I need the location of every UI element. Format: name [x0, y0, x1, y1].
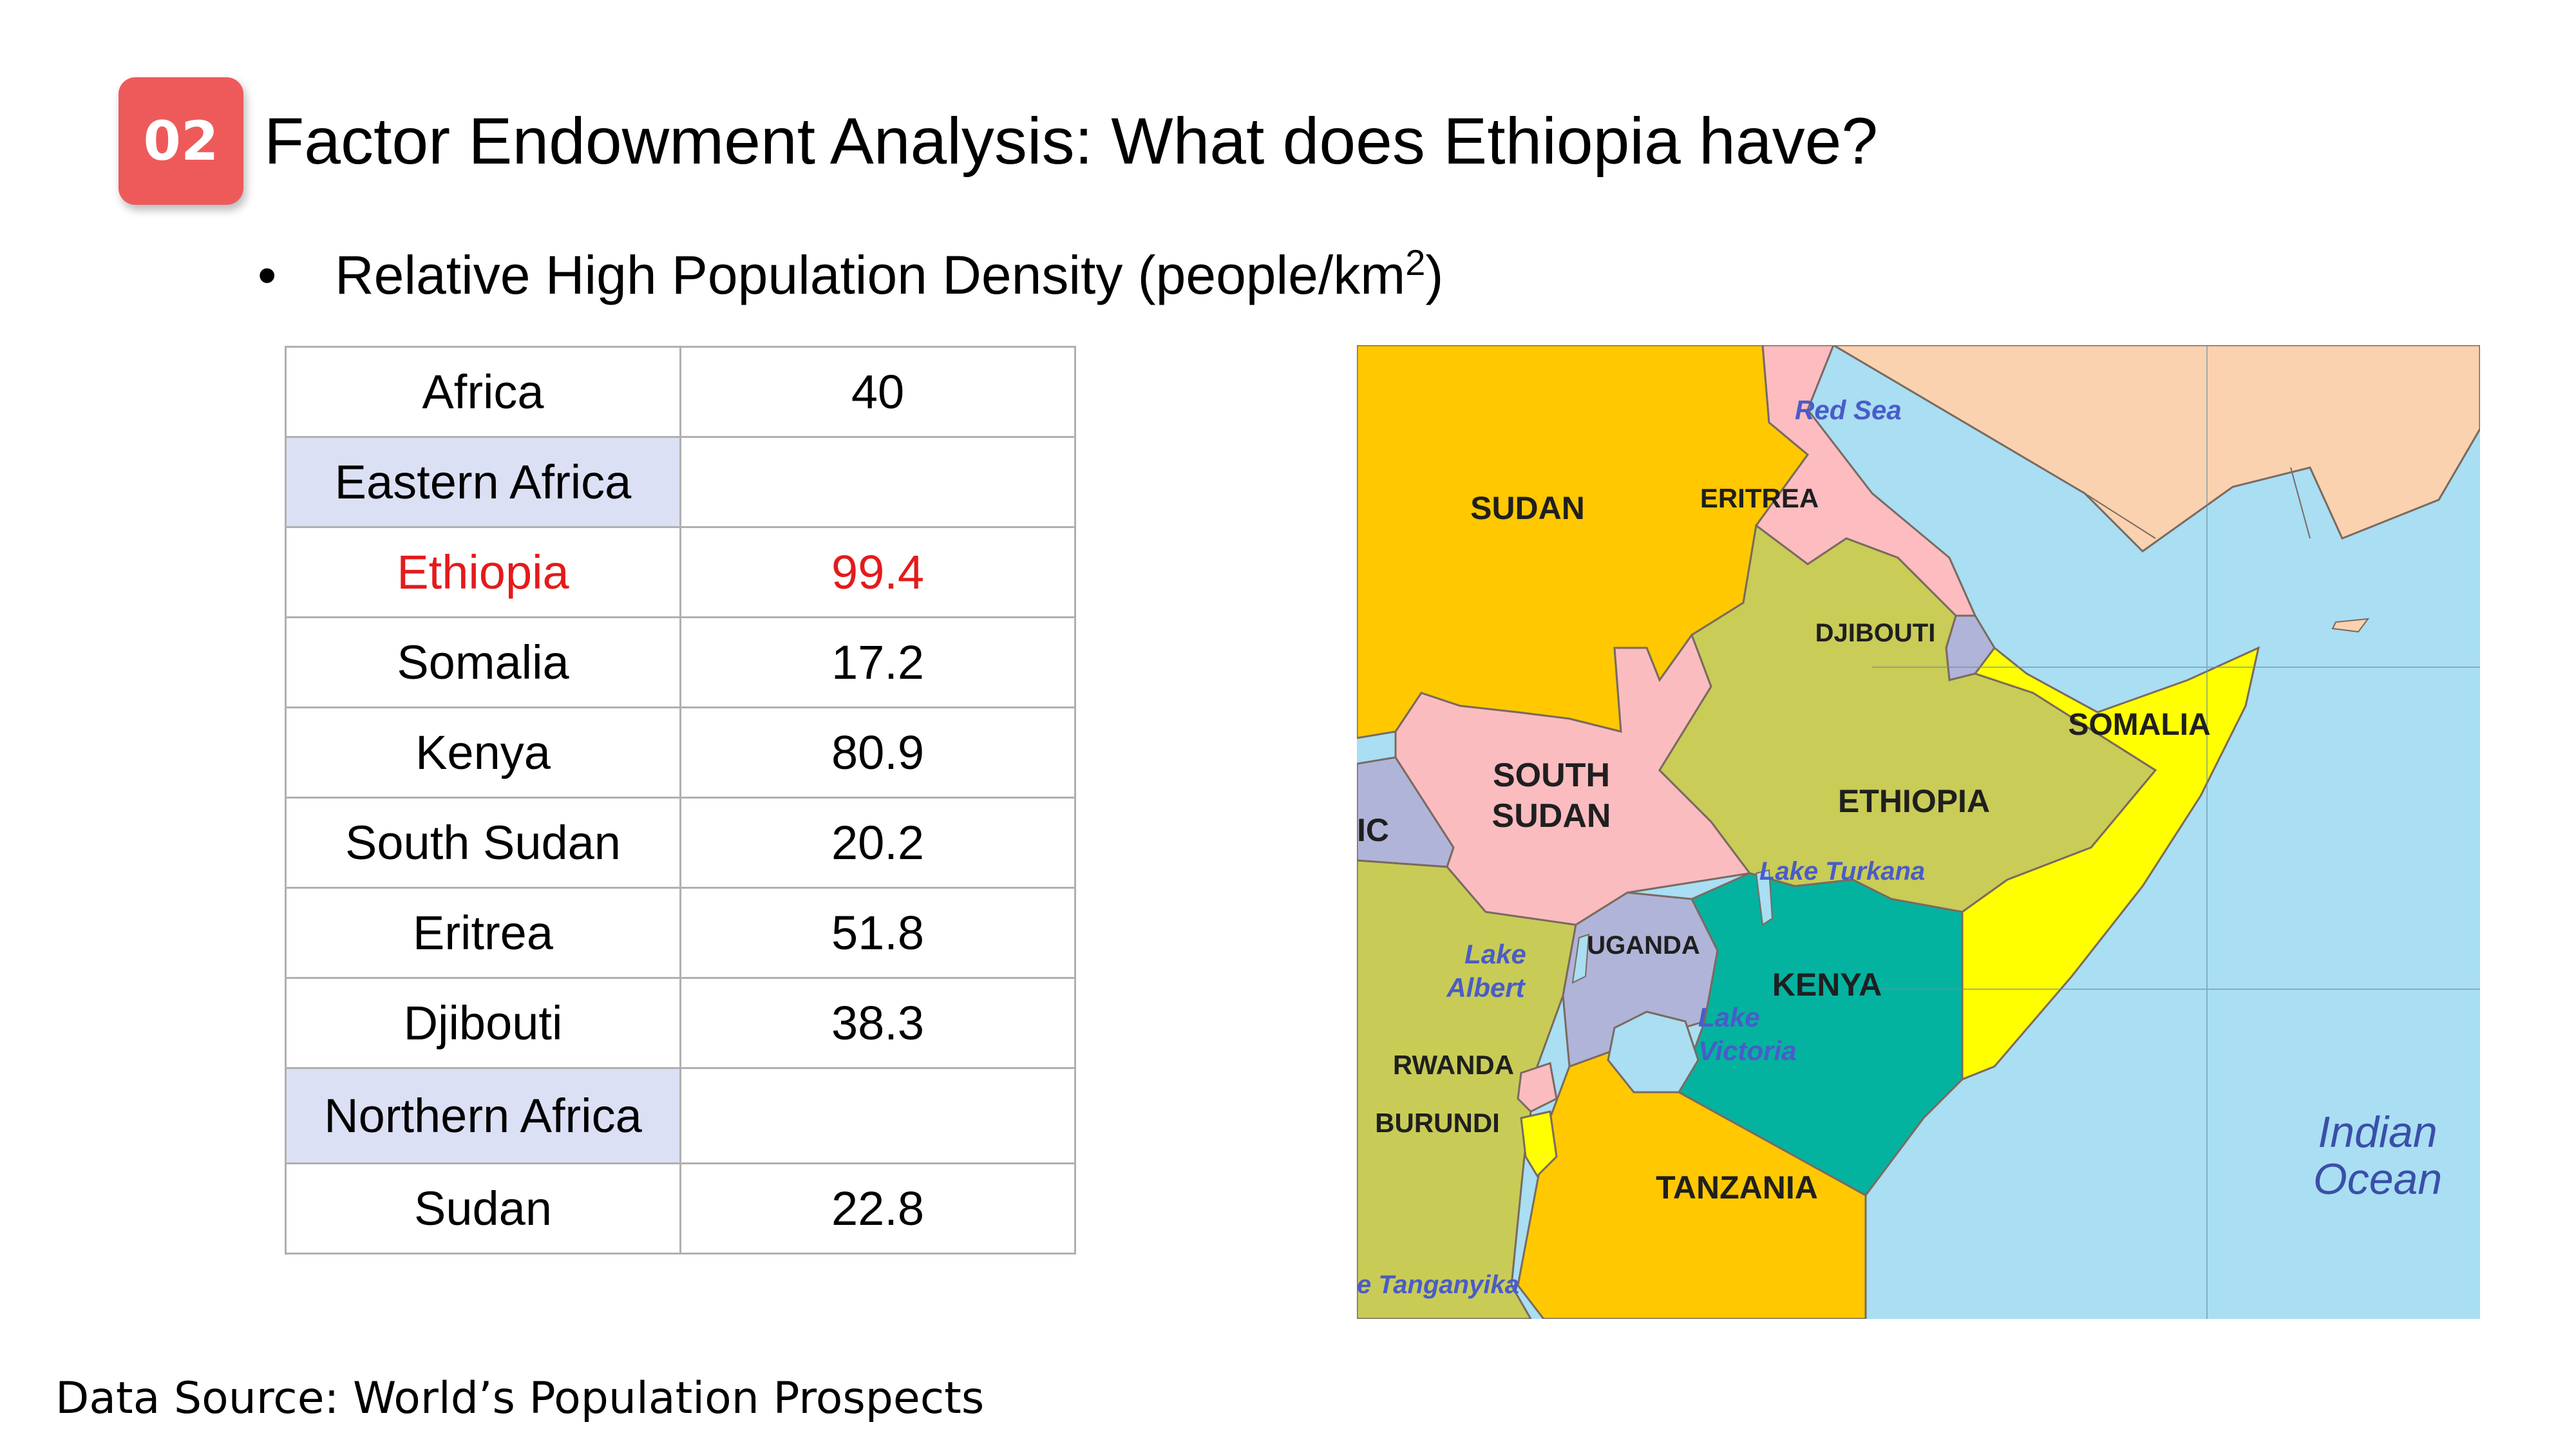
density-value-cell: 40	[679, 346, 1076, 438]
country-cell: Kenya	[285, 706, 681, 799]
table-row: Ethiopia 99.4	[285, 526, 1076, 618]
country-cell: Eastern Africa	[285, 436, 681, 528]
label-indian-ocean-2: Ocean	[2313, 1155, 2442, 1204]
somalia-land	[1961, 646, 2260, 1081]
country-cell: Somalia	[285, 616, 681, 708]
country-cell: Eritrea	[285, 887, 681, 979]
burundi-land	[1520, 1110, 1558, 1178]
arabia-border	[2084, 467, 2311, 539]
label-indian-ocean-1: Indian	[2318, 1108, 2437, 1157]
label-somalia: SOMALIA	[2068, 708, 2210, 742]
label-south-sudan-1: SOUTH	[1493, 757, 1610, 794]
country-cell: Africa	[285, 346, 681, 438]
density-value-cell: 51.8	[679, 887, 1076, 979]
bullet-superscript: 2	[1405, 242, 1426, 283]
socotra-island	[2331, 618, 2370, 633]
table-row: Sudan 22.8	[285, 1162, 1076, 1255]
label-rwanda: RWANDA	[1393, 1050, 1514, 1080]
label-ethiopia: ETHIOPIA	[1838, 783, 1990, 819]
slide-title: Factor Endowment Analysis: What does Eth…	[264, 104, 1879, 178]
label-burundi: BURUNDI	[1375, 1108, 1500, 1138]
table-row: Somalia 17.2	[285, 616, 1076, 708]
country-cell: South Sudan	[285, 797, 681, 889]
density-value-cell: 20.2	[679, 797, 1076, 889]
table-row: South Sudan 20.2	[285, 797, 1076, 889]
lake-albert	[1571, 933, 1590, 984]
label-eritrea: ERITREA	[1700, 483, 1819, 513]
table-row: Eastern Africa	[285, 436, 1076, 528]
data-source-note: Data Source: World’s Population Prospect…	[55, 1373, 985, 1424]
country-cell: Ethiopia	[285, 526, 681, 618]
map-gridlines	[1872, 345, 2480, 1319]
label-tanzania: TANZANIA	[1656, 1170, 1818, 1206]
bullet-point: • Relative High Population Density (peopl…	[258, 245, 1444, 305]
density-value-cell: 80.9	[679, 706, 1076, 799]
slide-number-badge: 02	[118, 77, 243, 205]
bullet-icon: •	[258, 245, 277, 305]
label-lake-albert-1: Lake	[1464, 939, 1526, 969]
density-value-cell	[679, 1067, 1076, 1164]
country-cell: Djibouti	[285, 977, 681, 1069]
lake-turkana	[1755, 869, 1774, 926]
lake-victoria	[1607, 1010, 1700, 1094]
map-svg: SUDAN ERITREA DJIBOUTI SOMALIA SOUTH SUD…	[1357, 345, 2480, 1319]
arabia-land	[1832, 345, 2480, 553]
label-lake-victoria-1: Lake	[1698, 1002, 1760, 1032]
density-value-cell: 38.3	[679, 977, 1076, 1069]
label-sudan: SUDAN	[1470, 490, 1585, 526]
country-cell: Northern Africa	[285, 1067, 681, 1164]
density-value-cell: 17.2	[679, 616, 1076, 708]
population-density-table: Africa 40 Eastern Africa Ethiopia 99.4 Somali…	[285, 346, 1076, 1255]
kenya-land	[1678, 872, 1964, 1197]
label-kenya: KENYA	[1772, 967, 1882, 1003]
table-row: Eritrea 51.8	[285, 887, 1076, 979]
label-car: IC	[1357, 812, 1389, 848]
country-cell: Sudan	[285, 1162, 681, 1255]
label-djibouti: DJIBOUTI	[1815, 619, 1936, 647]
bullet-text: Relative High Population Density (people…	[335, 245, 1406, 305]
label-lake-victoria-2: Victoria	[1698, 1036, 1797, 1066]
label-lake-albert-2: Albert	[1446, 972, 1526, 1003]
density-value-cell	[679, 436, 1076, 528]
density-value-cell: 22.8	[679, 1162, 1076, 1255]
label-uganda: UGANDA	[1587, 931, 1700, 960]
table-row: Kenya 80.9	[285, 706, 1076, 799]
label-lake-turkana: Lake Turkana	[1759, 857, 1925, 886]
label-south-sudan-2: SUDAN	[1492, 797, 1611, 835]
density-value-cell: 99.4	[679, 526, 1076, 618]
rwanda-land	[1517, 1062, 1558, 1113]
table-row: Africa 40	[285, 346, 1076, 438]
table-row: Djibouti 38.3	[285, 977, 1076, 1069]
label-red-sea: Red Sea	[1795, 395, 1902, 425]
table-row: Northern Africa	[285, 1067, 1076, 1164]
label-lake-tanganyika: e Tanganyika	[1357, 1271, 1519, 1299]
horn-of-africa-map: SUDAN ERITREA DJIBOUTI SOMALIA SOUTH SUD…	[1357, 345, 2480, 1319]
bullet-suffix: )	[1425, 245, 1444, 305]
